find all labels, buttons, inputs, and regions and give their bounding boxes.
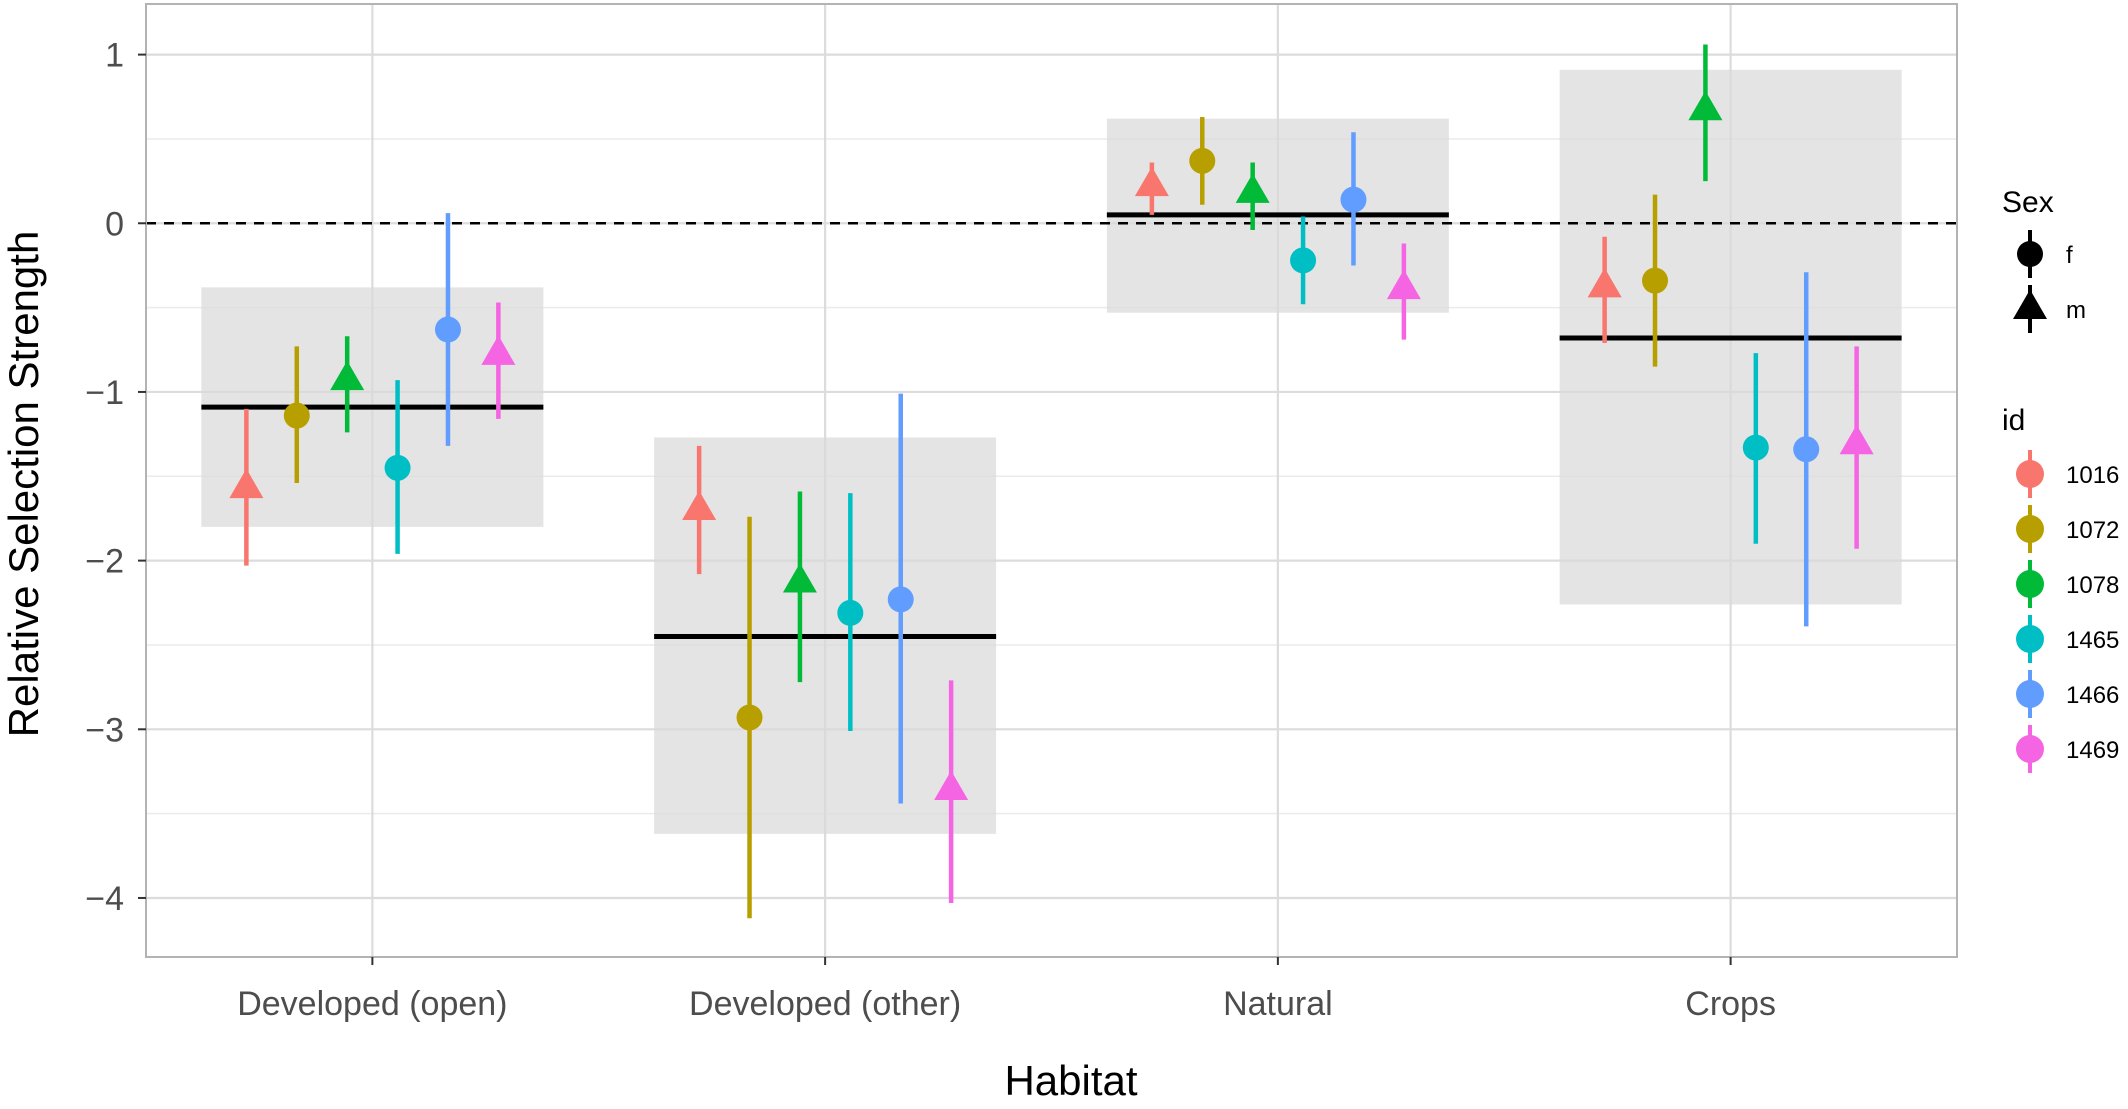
y-axis-title: Relative Selection Strength [0, 231, 47, 738]
legend-id-label: 1016 [2066, 462, 2119, 489]
point-triangle [330, 360, 365, 391]
point-circle [1340, 186, 1367, 213]
point-circle [736, 704, 763, 731]
y-tick-label: −2 [85, 543, 124, 581]
point-triangle [1386, 269, 1421, 300]
legend-sex-title: Sex [2002, 186, 2054, 219]
point-triangle [1587, 267, 1622, 298]
legend-id-label: 1072 [2066, 517, 2119, 544]
point-triangle [782, 563, 817, 593]
plot-frame [145, 3, 1958, 958]
legend-sex-key-circle [2017, 241, 2043, 267]
point-triangle [682, 490, 717, 521]
y-tick-label: 0 [105, 205, 124, 243]
data-marks [229, 44, 1874, 919]
legend-sex-label: m [2066, 297, 2086, 324]
y-tick-label: −3 [85, 711, 124, 749]
plot-border [145, 3, 1958, 958]
x-axis-ticks: Developed (open) Developed (other) Natural… [237, 957, 1776, 1023]
x-axis-title: Habitat [1004, 1057, 1137, 1104]
point-triangle [1688, 90, 1723, 121]
legend-id-key-circle [2016, 570, 2044, 598]
point-triangle [1235, 173, 1270, 203]
legend-id-key-circle [2016, 735, 2044, 763]
legend-sex-key-triangle [2013, 289, 2047, 320]
y-tick-label: −4 [85, 880, 124, 918]
legend-id-key-circle [2016, 680, 2044, 708]
legend-id-key-circle [2016, 460, 2044, 488]
legend-id-label: 1078 [2066, 572, 2119, 599]
point-triangle [934, 770, 969, 801]
legend-id-label: 1466 [2066, 682, 2119, 709]
point-circle [283, 402, 310, 429]
point-triangle [229, 468, 264, 499]
x-tick-label: Developed (open) [237, 985, 507, 1023]
x-tick-label: Crops [1685, 985, 1776, 1023]
legend-sex-keys: fm [2013, 230, 2086, 333]
point-circle [837, 599, 864, 626]
y-tick-label: 1 [105, 37, 124, 75]
x-tick-label: Developed (other) [689, 985, 961, 1023]
point-circle [384, 454, 411, 481]
x-tick-label: Natural [1223, 985, 1333, 1023]
y-axis-ticks: 1 0 −1 −2 −3 −4 [85, 37, 146, 918]
point-circle [1290, 247, 1317, 274]
summary-means [201, 212, 1902, 640]
point-triangle [481, 335, 516, 365]
y-tick-label: −1 [85, 374, 124, 412]
point-circle [1793, 436, 1820, 463]
point-triangle [1134, 166, 1169, 197]
point-circle [434, 316, 461, 343]
point-circle [1642, 267, 1669, 294]
legend-id-keys: 1016 1072 1078 1465 1466 1469 [2016, 450, 2119, 773]
point-circle [887, 586, 914, 613]
legend-id-title: id [2002, 404, 2025, 437]
legend-sex-label: f [2066, 242, 2073, 269]
legend-id-label: 1469 [2066, 737, 2119, 764]
point-circle [1189, 147, 1216, 174]
point-triangle [1839, 424, 1874, 455]
legend-id-key-circle [2016, 625, 2044, 653]
legend-id-key-circle [2016, 515, 2044, 543]
legend-id-label: 1465 [2066, 627, 2119, 654]
point-circle [1742, 434, 1769, 461]
